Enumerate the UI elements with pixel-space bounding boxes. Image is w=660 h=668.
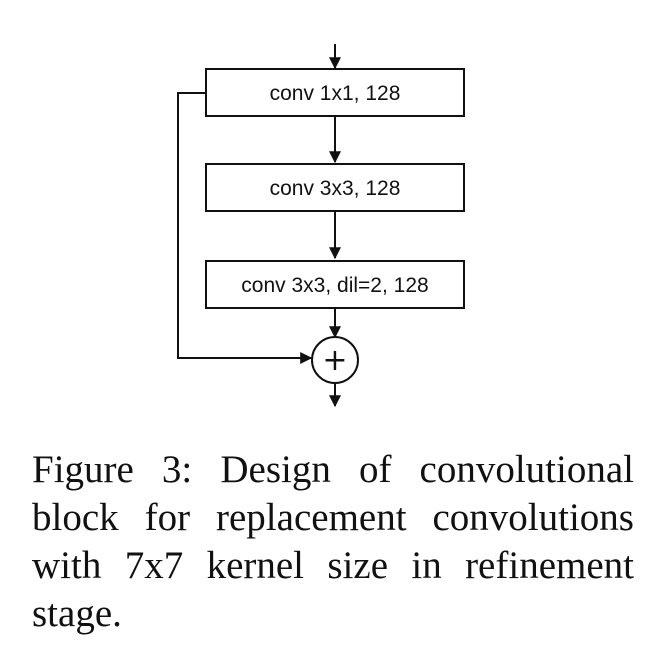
skip-connection <box>177 92 313 364</box>
conv3x3-label: conv 3x3, 128 <box>270 177 401 200</box>
conv1x1-label: conv 1x1, 128 <box>270 82 401 105</box>
conv1x1-block <box>205 68 465 117</box>
conv3x3-dilated-block <box>205 260 465 309</box>
plus-icon: + <box>322 343 347 378</box>
conv3x3-block <box>205 163 465 212</box>
conv3x3-dilated-label: conv 3x3, dil=2, 128 <box>241 274 428 297</box>
figure-caption: Figure 3: Design of convolutional block … <box>32 448 634 635</box>
block-diagram: conv 1x1, 128 conv 3x3, 128 conv 3x3, di… <box>177 44 465 408</box>
